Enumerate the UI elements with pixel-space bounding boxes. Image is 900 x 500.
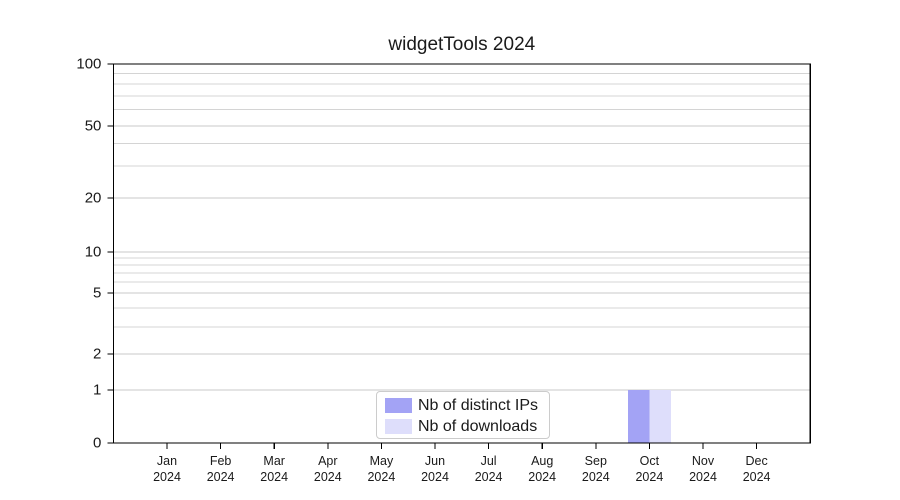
svg-text:5: 5 — [93, 285, 101, 302]
svg-text:Oct: Oct — [640, 454, 660, 468]
svg-text:Jan: Jan — [157, 454, 177, 468]
svg-text:Mar: Mar — [263, 454, 285, 468]
svg-text:May: May — [370, 454, 394, 468]
svg-text:100: 100 — [76, 56, 101, 73]
svg-text:Nov: Nov — [692, 454, 715, 468]
svg-text:10: 10 — [85, 244, 102, 261]
svg-text:2024: 2024 — [743, 470, 771, 484]
svg-text:2024: 2024 — [528, 470, 556, 484]
svg-text:50: 50 — [85, 118, 102, 135]
svg-text:2024: 2024 — [475, 470, 503, 484]
svg-text:2024: 2024 — [260, 470, 288, 484]
svg-text:Sep: Sep — [585, 454, 607, 468]
svg-text:2024: 2024 — [689, 470, 717, 484]
svg-text:20: 20 — [85, 190, 102, 207]
svg-text:Jul: Jul — [481, 454, 497, 468]
svg-text:Dec: Dec — [745, 454, 767, 468]
svg-text:1: 1 — [93, 382, 101, 399]
svg-text:2024: 2024 — [635, 470, 663, 484]
svg-text:0: 0 — [93, 435, 101, 452]
svg-text:Feb: Feb — [210, 454, 232, 468]
svg-text:Aug: Aug — [531, 454, 553, 468]
svg-text:Apr: Apr — [318, 454, 337, 468]
svg-text:Jun: Jun — [425, 454, 445, 468]
svg-text:2: 2 — [93, 346, 101, 363]
svg-text:2024: 2024 — [421, 470, 449, 484]
svg-text:2024: 2024 — [582, 470, 610, 484]
svg-text:2024: 2024 — [153, 470, 181, 484]
svg-text:2024: 2024 — [367, 470, 395, 484]
svg-text:2024: 2024 — [207, 470, 235, 484]
svg-text:2024: 2024 — [314, 470, 342, 484]
